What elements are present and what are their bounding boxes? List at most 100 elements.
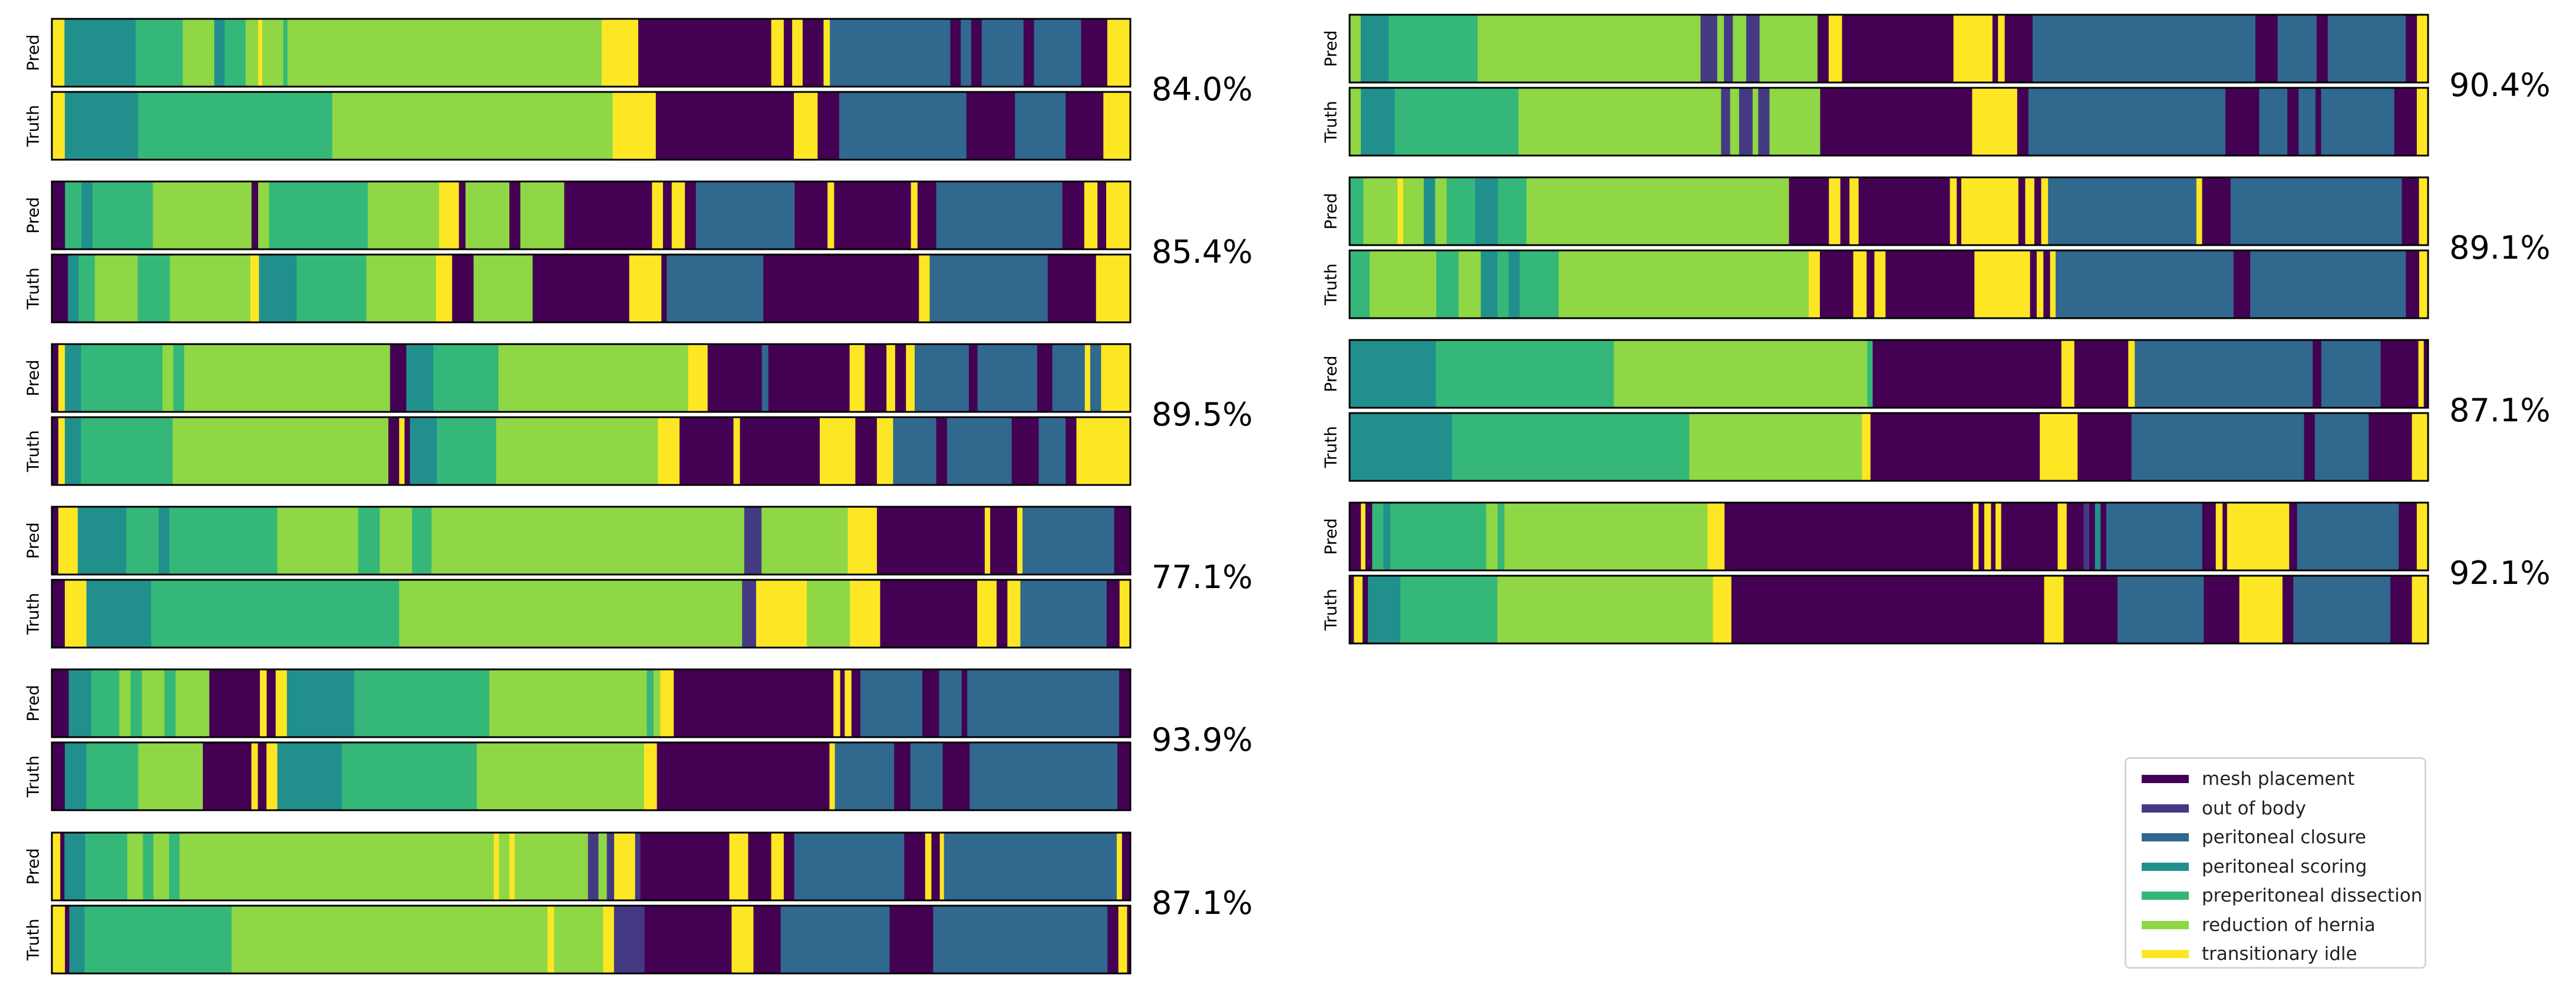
pred-bar-2-segment [92, 181, 153, 249]
truth-bar-2-segment [763, 255, 919, 322]
truth-bar-9-frame [1348, 412, 2429, 482]
pred-bar-6-segment [493, 833, 500, 900]
truth-bar-4-segment [997, 580, 1008, 648]
pred-bar-5-segment [961, 669, 968, 737]
pred-bar-5-segment [286, 669, 355, 737]
pred-bar-3-segment [498, 344, 689, 412]
truth-bar-5-segment [251, 742, 259, 810]
pred-bar-6-segment [588, 833, 599, 900]
accuracy-label: 89.1% [2449, 229, 2551, 266]
pred-bar-8-segment [1403, 177, 1424, 245]
truth-bar-2-segment [629, 255, 662, 322]
legend-swatch [2142, 862, 2189, 871]
truth-row-label: Truth [1321, 589, 1341, 631]
pred-bar-8 [1348, 176, 2429, 246]
pred-bar-8-segment [1498, 177, 1527, 245]
truth-bar-5-segment [942, 742, 970, 810]
truth-bar-2-segment [532, 255, 630, 322]
truth-bar-10 [1348, 575, 2429, 645]
truth-bar-4-segment [880, 580, 978, 648]
pred-bar-6-segment [127, 833, 144, 900]
truth-bar-10-segment [1497, 576, 1714, 643]
truth-bar-2-segment [436, 255, 453, 322]
pred-bar-5-segment [833, 669, 841, 737]
pred-bar-2-segment [917, 181, 937, 249]
pred-bar-1-segment [961, 19, 972, 87]
truth-bar-3-segment [410, 417, 437, 485]
pred-bar-3-segment [895, 344, 906, 412]
pred-bar-7-segment [1350, 15, 1361, 82]
pred-bar-5-frame [51, 668, 1132, 738]
legend-item: out of body [2142, 794, 2306, 823]
truth-bar-3-segment [64, 417, 82, 485]
pred-bar-4-segment [277, 507, 359, 575]
pred-bar-8-segment [1363, 177, 1398, 245]
truth-bar-5-segment [910, 742, 944, 810]
truth-bar-1-segment [64, 92, 138, 160]
truth-bar-7-frame [1348, 87, 2429, 157]
truth-bar-5-segment [203, 742, 252, 810]
truth-row-label: Truth [24, 755, 43, 798]
pred-bar-8-segment [2419, 177, 2429, 245]
pred-bar-5-segment [141, 669, 165, 737]
truth-bar-1-segment [794, 92, 818, 160]
pred-bar-3-segment [52, 344, 59, 412]
pred-bar-3-segment [1084, 344, 1091, 412]
pred-bar-8-frame [1348, 176, 2429, 246]
pred-bar-10-segment [2001, 503, 2059, 570]
pred-bar-2-segment [671, 181, 685, 249]
pred-bar-5-segment [209, 669, 260, 737]
pred-bar-3-segment [184, 344, 391, 412]
pred-bar-3-frame [51, 343, 1132, 413]
truth-bar-3-segment [404, 417, 411, 485]
pred-bar-4-segment [1017, 507, 1023, 575]
pred-bar-7-segment [1360, 15, 1389, 82]
truth-bar-1-segment [839, 92, 967, 160]
pred-bar-5-segment [660, 669, 674, 737]
pred-bar-9-segment [1614, 340, 1868, 408]
truth-bar-2-frame [51, 253, 1132, 323]
pred-bar-6-segment [931, 833, 941, 900]
pred-bar-6-segment [153, 833, 170, 900]
truth-bar-2-segment [52, 255, 68, 322]
truth-bar-1-segment [655, 92, 794, 160]
legend-swatch [2142, 892, 2189, 900]
truth-bar-8-frame [1348, 249, 2429, 319]
pred-bar-3-segment [707, 344, 763, 412]
pred-bar-9-segment [2128, 340, 2135, 408]
pred-bar-1-segment [981, 19, 1024, 87]
truth-bar-7-segment [2315, 88, 2322, 156]
pred-bar-5-segment [260, 669, 268, 737]
truth-bar-2-segment [1096, 255, 1131, 322]
pred-bar-7-segment [1953, 15, 1993, 82]
pred-bar-1-segment [136, 19, 183, 87]
truth-bar-4-segment [399, 580, 743, 648]
truth-bar-7-segment [2259, 88, 2288, 156]
legend-item: reduction of hernia [2142, 911, 2376, 939]
truth-bar-3-segment [876, 417, 893, 485]
pred-bar-6-segment [1122, 833, 1131, 900]
truth-bar-5-segment [277, 742, 342, 810]
pred-bar-3-segment [1052, 344, 1086, 412]
truth-bar-5-segment [657, 742, 830, 810]
truth-bar-3-segment [658, 417, 680, 485]
pred-bar-5-segment [489, 669, 648, 737]
pred-bar-1-segment [971, 19, 982, 87]
truth-bar-8-segment [2406, 250, 2420, 318]
truth-bar-2-segment [250, 255, 260, 322]
pred-bar-9-segment [2061, 340, 2075, 408]
pred-bar-6-segment [904, 833, 926, 900]
truth-bar-5-segment [644, 742, 658, 810]
truth-bar-4-segment [1106, 580, 1120, 648]
truth-row-label: Truth [24, 105, 43, 147]
pred-bar-1-segment [792, 19, 803, 87]
truth-bar-7-segment [2321, 88, 2395, 156]
pred-bar-1-segment [638, 19, 772, 87]
accuracy-label: 84.0% [1152, 71, 1253, 108]
truth-bar-9-segment [2314, 413, 2369, 481]
truth-bar-5-segment [52, 742, 65, 810]
truth-bar-2-segment [929, 255, 1048, 322]
pred-bar-2-segment [269, 181, 368, 249]
pred-bar-1-segment [802, 19, 824, 87]
pred-bar-8-segment [1789, 177, 1829, 245]
